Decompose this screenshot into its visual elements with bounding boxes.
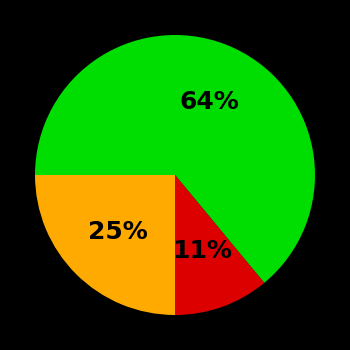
Wedge shape <box>35 35 315 283</box>
Text: 11%: 11% <box>173 239 232 264</box>
Wedge shape <box>175 175 264 315</box>
Text: 25%: 25% <box>88 220 147 244</box>
Text: 64%: 64% <box>180 90 239 113</box>
Wedge shape <box>35 175 175 315</box>
